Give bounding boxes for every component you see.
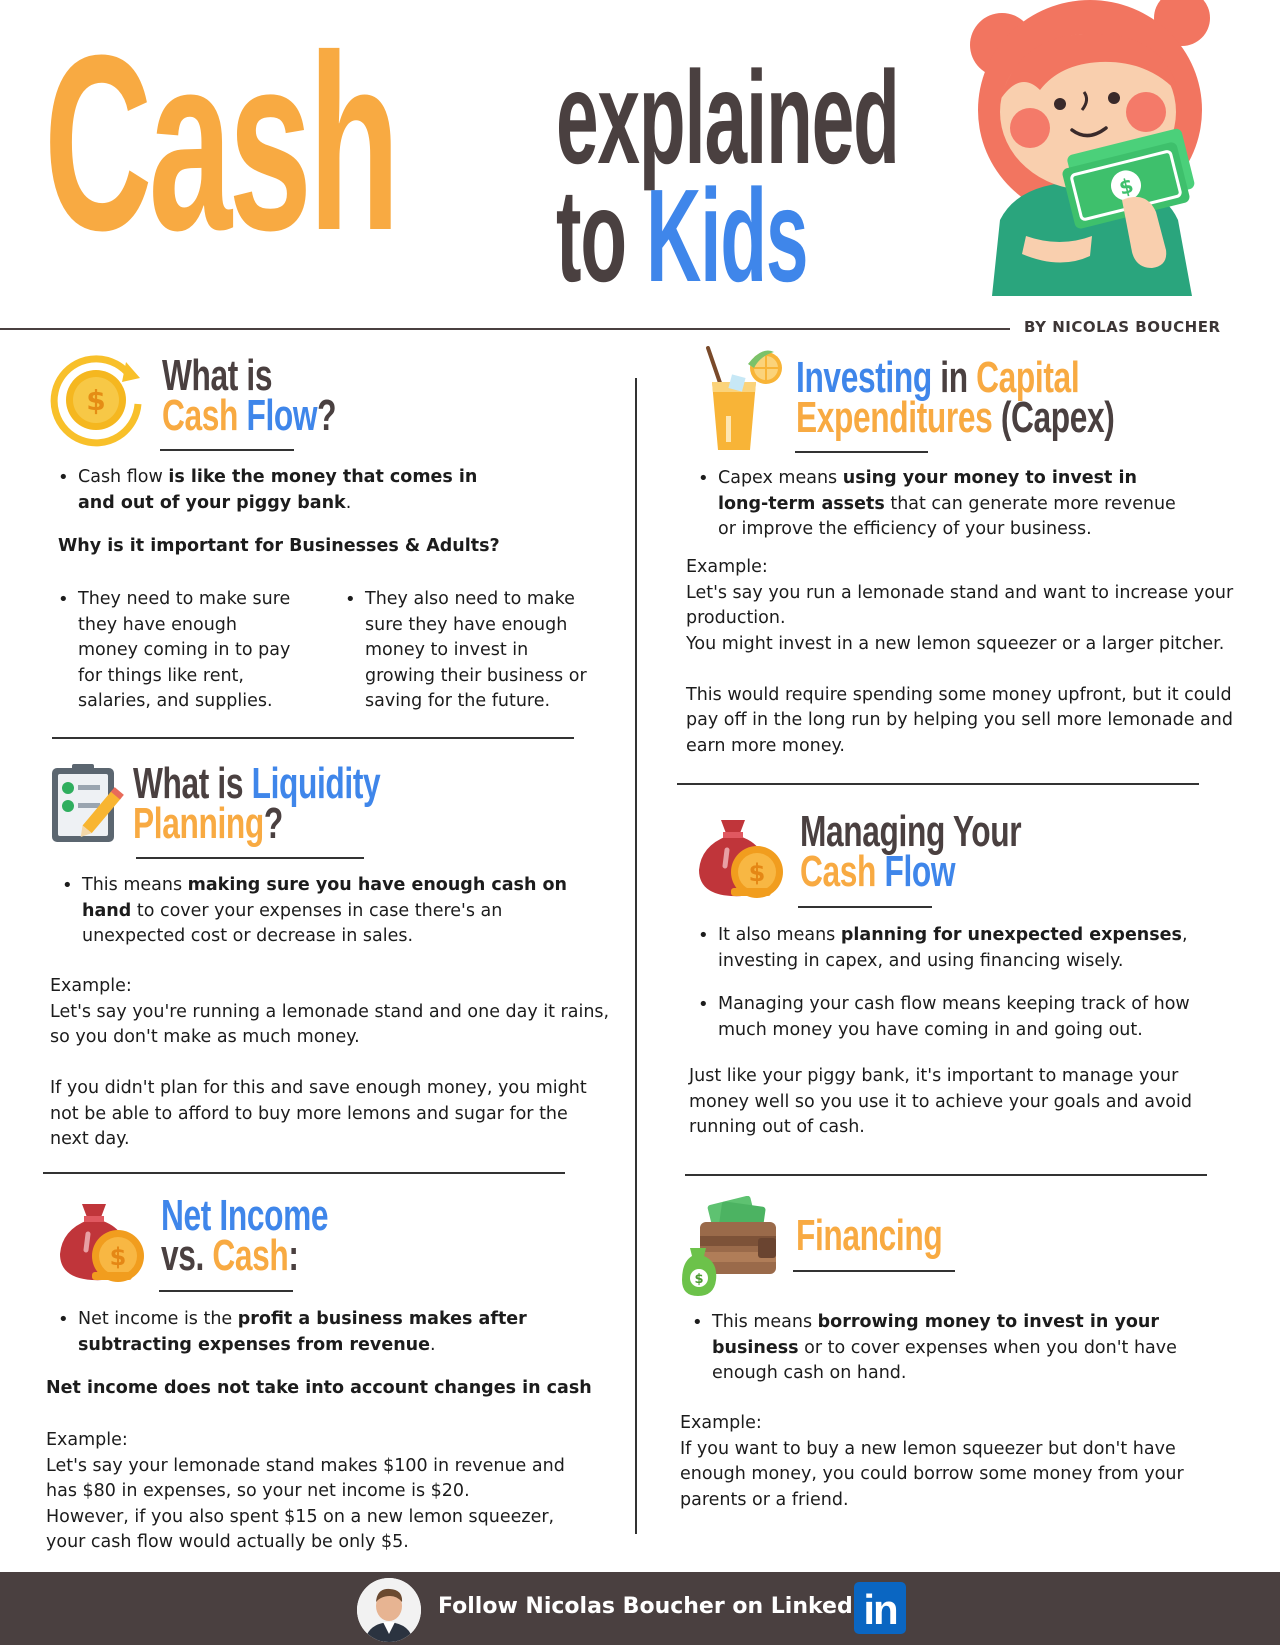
section-divider [52, 737, 574, 739]
title-to: to [556, 162, 627, 309]
checklist-icon [52, 764, 124, 842]
financing-heading: Financing [796, 1211, 943, 1260]
financing-bullets: This means borrowing money to invest in … [686, 1310, 1226, 1387]
svg-text:$: $ [110, 1243, 127, 1271]
list-item: This means making sure you have enough c… [56, 873, 596, 950]
cash-flow-question: Why is it important for Businesses & Adu… [58, 536, 500, 556]
title-to-kids: to Kids [556, 170, 808, 302]
liquidity-heading: What is Liquidity Planning? [133, 762, 381, 846]
example-text: This would require spending some money u… [686, 684, 1233, 756]
example-label: Example: [46, 1430, 128, 1450]
example-text: Let's say you run a lemonade stand and w… [686, 582, 1234, 629]
wallet-money-icon: $ [682, 1196, 776, 1296]
list-item: This means borrowing money to invest in … [686, 1310, 1226, 1387]
capex-heading-investing: Investing [796, 353, 932, 402]
example-text: However, if you also spent $15 on a new … [46, 1506, 555, 1553]
avatar[interactable] [357, 1578, 421, 1642]
net-income-example: Example: Let's say your lemonade stand m… [46, 1428, 586, 1556]
net-income-heading-underline [159, 1290, 293, 1292]
managing-heading-cash: Cash [800, 847, 877, 896]
liquidity-example: Example: Let's say you're running a lemo… [50, 974, 610, 1153]
example-text: If you didn't plan for this and save eno… [50, 1078, 587, 1149]
money-bag-coins-icon: $ [699, 820, 783, 898]
liquidity-heading-underline [136, 857, 364, 859]
byline: BY NICOLAS BOUCHER [1024, 318, 1221, 336]
section-divider [677, 783, 1199, 785]
svg-text:$: $ [749, 859, 766, 887]
net-income-heading-vs: vs. [161, 1231, 213, 1280]
list-item: They need to make sure they have enough … [52, 587, 302, 715]
list-item: Net income is the profit a business make… [52, 1307, 572, 1358]
liquidity-heading-what: What is [133, 759, 252, 808]
managing-heading-underline [798, 906, 932, 908]
title-explained: explained [556, 44, 900, 191]
net-income-heading-cash: Cash [212, 1231, 289, 1280]
managing-heading-flow: Flow [884, 847, 956, 896]
cash-flow-heading-line1: What is [162, 351, 273, 400]
column-divider [635, 378, 637, 1534]
money-bag-coins-icon: $ [60, 1204, 144, 1282]
linkedin-icon[interactable]: in [854, 1582, 906, 1634]
managing-heading: Managing Your Cash Flow [800, 807, 1022, 894]
lemonade-glass-icon [706, 346, 782, 450]
list-item: Cash flow is like the money that comes i… [52, 465, 512, 516]
capex-heading-capital: Capital [976, 353, 1080, 402]
capex-heading-expenditures: Expenditures [796, 393, 993, 442]
cash-flow-bullets: Cash flow is like the money that comes i… [52, 465, 512, 516]
net-income-heading: Net Income vs. Cash: [161, 1191, 329, 1278]
svg-text:$: $ [1117, 173, 1136, 200]
section-divider [685, 1174, 1207, 1176]
list-item: Managing your cash flow means keeping tr… [692, 992, 1222, 1043]
capex-bullets: Capex means using your money to invest i… [692, 466, 1182, 543]
managing-bullets: It also means planning for unexpected ex… [692, 923, 1222, 1043]
financing-heading-underline [793, 1270, 955, 1272]
capex-heading: Investing in Capital Expenditures (Capex… [796, 356, 1115, 440]
title-kids: Kids [646, 162, 808, 309]
liquidity-heading-liquidity: Liquidity [251, 759, 381, 808]
managing-heading-line1: Managing Your [800, 807, 1022, 856]
capex-heading-in: in [931, 353, 977, 402]
cash-flow-heading-cash: Cash [162, 391, 239, 440]
capex-heading-capex: (Capex) [992, 393, 1115, 442]
person-icon [357, 1578, 421, 1642]
list-item: They also need to make sure they have en… [339, 587, 591, 715]
liquidity-bullets: This means making sure you have enough c… [56, 873, 596, 950]
liquidity-heading-q: ? [263, 799, 283, 848]
example-label: Example: [50, 976, 132, 996]
girl-with-money-illustration: $ [970, 0, 1210, 296]
title-cash: Cash [44, 3, 400, 282]
example-label: Example: [680, 1413, 762, 1433]
example-label: Example: [686, 557, 768, 577]
list-item: Capex means using your money to invest i… [692, 466, 1182, 543]
cash-flow-points-right: They also need to make sure they have en… [339, 587, 591, 715]
example-text: If you want to buy a new lemon squeezer … [680, 1438, 1184, 1510]
net-income-bullets: Net income is the profit a business make… [52, 1307, 572, 1358]
net-income-heading-net: Net Income [161, 1191, 329, 1240]
header-divider [0, 328, 1010, 330]
net-income-note: Net income does not take into account ch… [46, 1378, 592, 1398]
managing-closing: Just like your piggy bank, it's importan… [689, 1066, 1192, 1137]
list-item: It also means planning for unexpected ex… [692, 923, 1222, 974]
coin-cycle-icon: $ [50, 355, 142, 447]
svg-text:$: $ [86, 384, 105, 417]
section-divider [43, 1172, 565, 1174]
example-text: Let's say you're running a lemonade stan… [50, 1001, 610, 1048]
capex-example: Example: Let's say you run a lemonade st… [686, 555, 1246, 759]
footer-bar [0, 1572, 1280, 1645]
example-text: You might invest in a new lemon squeezer… [686, 633, 1225, 654]
svg-text:$: $ [694, 1272, 703, 1287]
footer-follow-link[interactable]: Follow Nicolas Boucher on LinkedIn [438, 1594, 877, 1619]
liquidity-heading-planning: Planning [133, 799, 264, 848]
cash-flow-points-left: They need to make sure they have enough … [52, 587, 302, 715]
financing-example: Example: If you want to buy a new lemon … [680, 1411, 1220, 1513]
cash-flow-heading: What is Cash Flow? [162, 351, 337, 438]
example-text: Let's say your lemonade stand makes $100… [46, 1455, 565, 1502]
cash-flow-heading-underline [160, 449, 294, 451]
capex-heading-underline [795, 451, 928, 453]
cash-flow-heading-flow: Flow [246, 391, 318, 440]
net-income-heading-colon: : [288, 1231, 299, 1280]
cash-flow-heading-q: ? [317, 391, 337, 440]
